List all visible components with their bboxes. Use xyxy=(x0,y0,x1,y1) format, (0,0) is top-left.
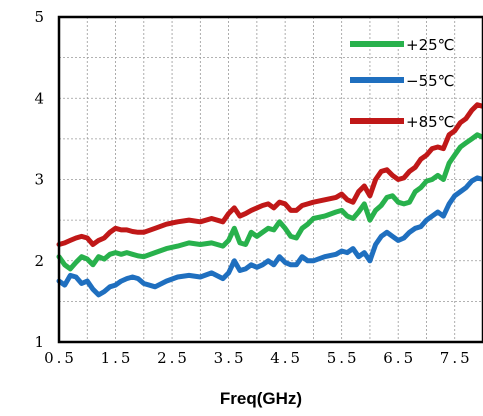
x-tick-label: 5 . 5 xyxy=(327,349,357,367)
y-tick-label: 3 xyxy=(34,171,44,189)
x-tick-label: 6 . 5 xyxy=(383,349,413,367)
legend-label-1: −55℃ xyxy=(406,72,455,90)
x-tick-label: 3 . 5 xyxy=(214,349,244,367)
y-tick-label: 5 xyxy=(34,8,44,26)
legend-label-2: +85℃ xyxy=(406,113,455,131)
grid-lines xyxy=(59,17,483,342)
x-tick-label: 2 . 5 xyxy=(157,349,187,367)
x-tick-label: 4 . 5 xyxy=(270,349,300,367)
legend: +25℃ −55℃ +85℃ xyxy=(350,36,455,131)
x-tick-label: 1 . 5 xyxy=(101,349,131,367)
x-tick-label: 7 . 5 xyxy=(440,349,470,367)
series-line-0 xyxy=(56,132,483,272)
x-tick-labels: 0 . 5 1 . 5 2 . 5 3 . 5 4 . 5 5 . 5 6 . 5 7 . 5 xyxy=(44,349,470,367)
y-tick-label: 4 xyxy=(34,89,44,107)
plot-frame xyxy=(57,15,483,344)
series-line-1 xyxy=(56,175,483,298)
series-lines xyxy=(56,102,483,298)
y-tick-label: 1 xyxy=(34,333,44,351)
series-line-2 xyxy=(56,102,483,247)
y-tick-labels: 1 2 3 4 5 xyxy=(34,8,44,351)
x-axis-title: Freq(GHz) xyxy=(220,389,302,408)
y-tick-label: 2 xyxy=(34,252,44,270)
legend-label-0: +25℃ xyxy=(406,36,455,54)
x-tick-label: 0 . 5 xyxy=(44,349,74,367)
